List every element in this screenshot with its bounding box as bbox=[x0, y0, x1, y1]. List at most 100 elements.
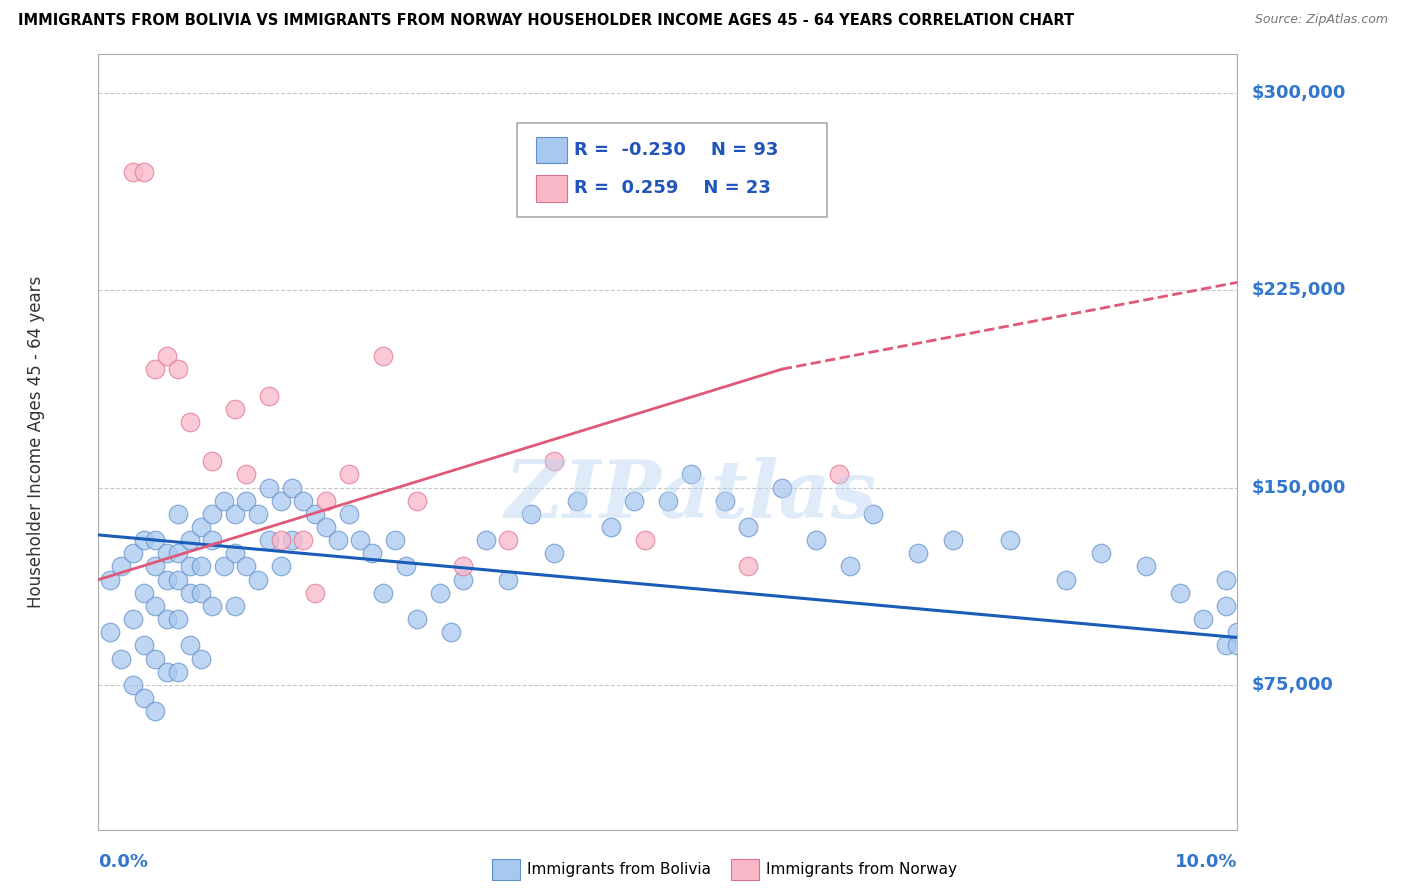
Point bbox=[167, 362, 190, 376]
Point bbox=[132, 165, 155, 179]
Point bbox=[281, 533, 304, 548]
Point bbox=[1226, 639, 1249, 653]
Point bbox=[145, 704, 167, 718]
Point bbox=[246, 573, 269, 587]
Point bbox=[110, 559, 132, 574]
Point bbox=[520, 507, 543, 521]
Point bbox=[98, 625, 121, 640]
Point bbox=[565, 493, 588, 508]
Point bbox=[179, 415, 201, 429]
Text: ZIPatlas: ZIPatlas bbox=[505, 457, 877, 534]
Point bbox=[259, 533, 281, 548]
Point bbox=[201, 599, 224, 613]
Point bbox=[235, 467, 257, 482]
Point bbox=[1215, 639, 1237, 653]
Point bbox=[1056, 573, 1078, 587]
Point bbox=[121, 612, 143, 626]
Point bbox=[167, 612, 190, 626]
Text: $150,000: $150,000 bbox=[1251, 479, 1346, 497]
Point bbox=[1170, 586, 1192, 600]
Point bbox=[804, 533, 827, 548]
Point bbox=[304, 507, 326, 521]
Point bbox=[1215, 573, 1237, 587]
Point bbox=[406, 493, 429, 508]
Point bbox=[179, 533, 201, 548]
Point bbox=[132, 586, 155, 600]
Point bbox=[98, 573, 121, 587]
Point bbox=[145, 651, 167, 665]
Point bbox=[270, 493, 292, 508]
Point bbox=[498, 533, 520, 548]
Point bbox=[224, 546, 246, 560]
Point bbox=[373, 586, 395, 600]
Point bbox=[224, 401, 246, 416]
Point bbox=[132, 533, 155, 548]
Point bbox=[498, 573, 520, 587]
Point bbox=[270, 559, 292, 574]
Text: 10.0%: 10.0% bbox=[1175, 853, 1237, 871]
Point bbox=[212, 493, 235, 508]
Point bbox=[862, 507, 884, 521]
Point bbox=[623, 493, 645, 508]
Point bbox=[384, 533, 406, 548]
Point bbox=[145, 533, 167, 548]
Point bbox=[406, 612, 429, 626]
Point bbox=[770, 481, 793, 495]
Point bbox=[451, 559, 474, 574]
Point bbox=[600, 520, 623, 534]
Point bbox=[235, 559, 257, 574]
Point bbox=[167, 665, 190, 679]
Point bbox=[451, 573, 474, 587]
Point bbox=[543, 546, 565, 560]
Text: IMMIGRANTS FROM BOLIVIA VS IMMIGRANTS FROM NORWAY HOUSEHOLDER INCOME AGES 45 - 6: IMMIGRANTS FROM BOLIVIA VS IMMIGRANTS FR… bbox=[18, 13, 1074, 29]
Point bbox=[121, 546, 143, 560]
Point bbox=[156, 546, 179, 560]
Point bbox=[326, 533, 349, 548]
Point bbox=[132, 639, 155, 653]
Point bbox=[440, 625, 463, 640]
Point bbox=[907, 546, 929, 560]
Point bbox=[270, 533, 292, 548]
Point bbox=[360, 546, 382, 560]
Point bbox=[634, 533, 657, 548]
Point bbox=[315, 520, 337, 534]
Point bbox=[201, 533, 224, 548]
Point bbox=[132, 691, 155, 706]
Point bbox=[474, 533, 496, 548]
Point bbox=[679, 467, 702, 482]
Point bbox=[714, 493, 737, 508]
Point bbox=[201, 454, 224, 468]
Point bbox=[246, 507, 269, 521]
Text: R =  0.259    N = 23: R = 0.259 N = 23 bbox=[574, 179, 770, 197]
Point bbox=[292, 493, 315, 508]
Point bbox=[121, 165, 143, 179]
Point bbox=[145, 362, 167, 376]
Point bbox=[839, 559, 862, 574]
Point bbox=[235, 493, 257, 508]
Text: Source: ZipAtlas.com: Source: ZipAtlas.com bbox=[1254, 13, 1388, 27]
Point bbox=[156, 349, 179, 363]
Text: Immigrants from Norway: Immigrants from Norway bbox=[766, 863, 957, 877]
Text: $300,000: $300,000 bbox=[1251, 84, 1346, 102]
Point bbox=[156, 665, 179, 679]
Point bbox=[349, 533, 371, 548]
Point bbox=[737, 520, 759, 534]
Point bbox=[737, 559, 759, 574]
Point bbox=[212, 559, 235, 574]
Text: Immigrants from Bolivia: Immigrants from Bolivia bbox=[527, 863, 711, 877]
Point bbox=[156, 612, 179, 626]
Point bbox=[1226, 625, 1249, 640]
Text: R =  -0.230    N = 93: R = -0.230 N = 93 bbox=[574, 141, 778, 159]
Point bbox=[259, 481, 281, 495]
Point bbox=[190, 520, 212, 534]
Point bbox=[281, 481, 304, 495]
Point bbox=[337, 467, 360, 482]
Point bbox=[998, 533, 1021, 548]
Text: $75,000: $75,000 bbox=[1251, 676, 1333, 694]
Point bbox=[145, 559, 167, 574]
Point bbox=[201, 507, 224, 521]
Text: Householder Income Ages 45 - 64 years: Householder Income Ages 45 - 64 years bbox=[27, 276, 45, 607]
Point bbox=[259, 388, 281, 402]
Point bbox=[315, 493, 337, 508]
Point bbox=[1192, 612, 1215, 626]
